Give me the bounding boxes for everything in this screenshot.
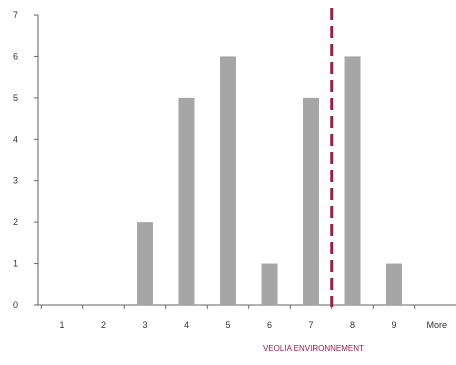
- y-tick-label: 6: [13, 51, 18, 61]
- y-tick-label: 5: [13, 93, 18, 103]
- x-tick-label: 2: [101, 320, 106, 330]
- bar-7: [303, 97, 319, 305]
- y-tick-label: 3: [13, 176, 18, 186]
- bar-3: [137, 222, 153, 305]
- x-tick-label: 3: [142, 320, 147, 330]
- y-tick-label: 2: [13, 217, 18, 227]
- bar-5: [220, 56, 236, 305]
- x-tick-label: 6: [267, 320, 272, 330]
- y-tick-label: 7: [13, 10, 18, 20]
- x-tick-label: 4: [184, 320, 189, 330]
- x-tick-label: 9: [391, 320, 396, 330]
- x-tick-label: 7: [308, 320, 313, 330]
- y-tick-label: 4: [13, 134, 18, 144]
- x-tick-label: More: [427, 320, 448, 330]
- bar-8: [344, 56, 361, 305]
- bar-6: [261, 263, 278, 305]
- x-tick-label: 5: [225, 320, 230, 330]
- x-tick-label: 8: [350, 320, 355, 330]
- bar-4: [178, 97, 195, 305]
- bar-9: [386, 263, 402, 305]
- x-tick-label: 1: [59, 320, 64, 330]
- y-tick-label: 0: [13, 300, 18, 310]
- y-tick-label: 1: [13, 259, 18, 269]
- marker-label: VEOLIA ENVIRONNEMENT: [263, 344, 364, 353]
